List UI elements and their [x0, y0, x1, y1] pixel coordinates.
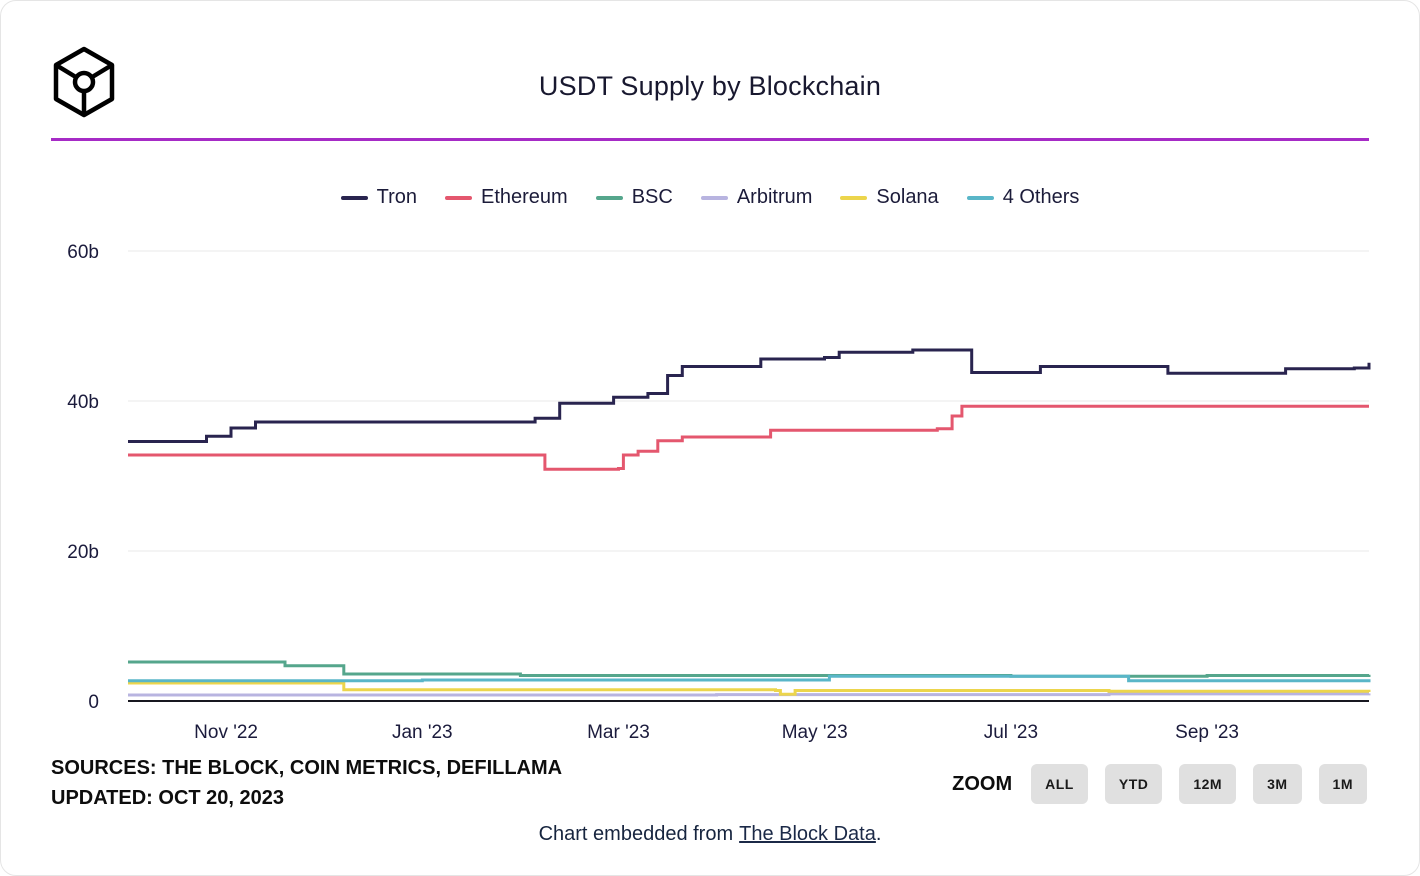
y-tick-label: 40b	[67, 392, 99, 413]
zoom-button-12m[interactable]: 12M	[1179, 764, 1237, 804]
legend-label: Tron	[376, 186, 417, 208]
x-tick-label: Jan '23	[392, 722, 453, 743]
x-tick-label: Nov '22	[194, 722, 258, 743]
updated-text: UPDATED: OCT 20, 2023	[51, 787, 285, 809]
x-tick-label: Sep '23	[1175, 722, 1239, 743]
zoom-button-3m[interactable]: 3M	[1253, 764, 1302, 804]
x-tick-label: May '23	[782, 722, 848, 743]
zoom-button-all[interactable]: ALL	[1031, 764, 1088, 804]
cube-logo-icon	[53, 46, 115, 118]
legend-item-4-others[interactable]: 4 Others	[966, 186, 1080, 209]
brand-divider	[51, 138, 1369, 141]
legend-swatch	[966, 195, 994, 200]
series-line-ethereum[interactable]	[128, 404, 1369, 471]
zoom-button-ytd[interactable]: YTD	[1104, 764, 1163, 804]
legend-item-arbitrum[interactable]: Arbitrum	[700, 186, 813, 209]
legend-item-ethereum[interactable]: Ethereum	[444, 186, 568, 209]
embed-period: .	[875, 823, 882, 845]
series-line-tron[interactable]	[128, 348, 1371, 443]
zoom-label: ZOOM	[952, 772, 1013, 795]
legend-swatch	[840, 195, 868, 200]
y-tick-label: 60b	[67, 242, 99, 263]
series-line-arbitrum[interactable]	[128, 692, 1371, 697]
chart-legend: Tron Ethereum BSC Arbitrum Solana 4 Others	[1, 186, 1419, 209]
page-title: USDT Supply by Blockchain	[538, 71, 882, 101]
the-block-data-link[interactable]: The Block Data	[739, 823, 876, 845]
y-tick-label: 0	[88, 692, 99, 713]
x-tick-label: Mar '23	[587, 722, 650, 743]
legend-swatch	[340, 195, 368, 200]
legend-label: 4 Others	[1002, 186, 1080, 208]
zoom-button-1m[interactable]: 1M	[1318, 764, 1367, 804]
legend-swatch	[595, 195, 623, 200]
chart-attribution: SOURCES: THE BLOCK, COIN METRICS, DEFILL…	[51, 753, 562, 813]
x-tick-label: Jul '23	[984, 722, 1038, 743]
embed-note: Chart embedded from The Block Data.	[1, 823, 1419, 846]
sources-text: SOURCES: THE BLOCK, COIN METRICS, DEFILL…	[51, 757, 563, 779]
series-line-solana[interactable]	[128, 681, 1371, 696]
series-line-bsc[interactable]	[128, 660, 1371, 678]
zoom-controls: ZOOM ALL YTD 12M 3M 1M	[952, 764, 1367, 804]
legend-swatch	[700, 195, 728, 200]
y-tick-label: 20b	[67, 542, 99, 563]
embed-text: Chart embedded from	[538, 823, 734, 845]
legend-item-solana[interactable]: Solana	[840, 186, 939, 209]
legend-label: BSC	[631, 186, 673, 208]
legend-swatch	[444, 195, 472, 200]
legend-label: Solana	[876, 186, 939, 208]
zoom-button-group: ALL YTD 12M 3M 1M	[1031, 764, 1367, 804]
legend-item-tron[interactable]: Tron	[340, 186, 417, 209]
legend-item-bsc[interactable]: BSC	[595, 186, 673, 209]
series-line-4-others[interactable]	[128, 674, 1371, 683]
chart-plot[interactable]: 0 20b 40b 60b Nov '22 Jan '23 Mar '23 May '23 Ju…	[1, 1, 1420, 761]
legend-label: Ethereum	[480, 186, 568, 208]
the-block-logo	[51, 46, 117, 118]
legend-label: Arbitrum	[736, 186, 813, 208]
